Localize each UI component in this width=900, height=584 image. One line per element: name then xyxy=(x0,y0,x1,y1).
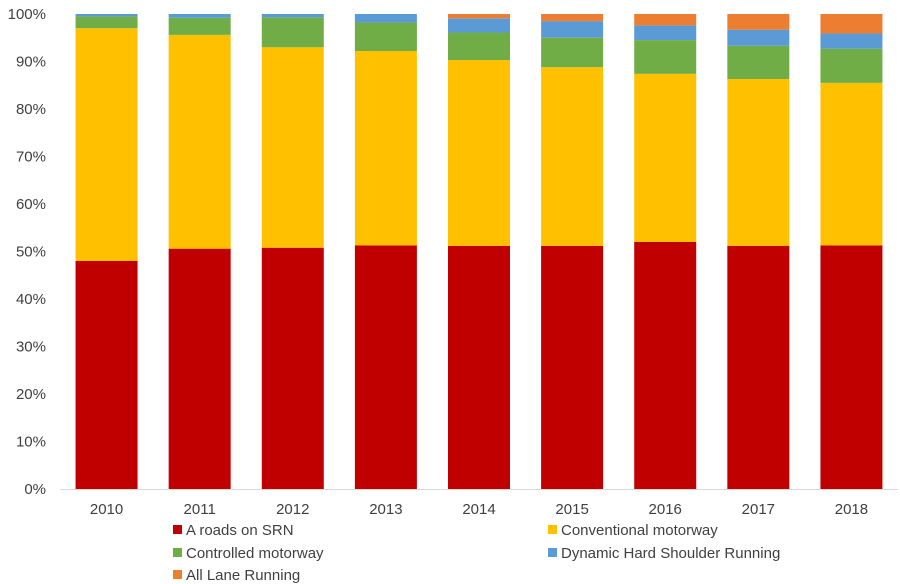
bar-segment-2015-s2 xyxy=(541,37,604,68)
bar-segment-2015-s0 xyxy=(541,245,604,489)
y-tick-label: 30% xyxy=(16,339,46,356)
bar-segment-2018-s0 xyxy=(820,245,883,489)
bar-segment-2010-s1 xyxy=(75,28,138,261)
bar-segment-2014-s2 xyxy=(448,32,510,61)
bar-segment-2016-s3 xyxy=(634,25,697,41)
x-tick-label-2014: 2014 xyxy=(462,501,495,518)
x-tick-label-2013: 2013 xyxy=(369,501,402,518)
bar-segment-2017-s1 xyxy=(727,79,790,246)
bar-segment-2010-s2 xyxy=(75,16,138,29)
legend-swatch-controlled-motorway xyxy=(173,548,182,557)
bar-segment-2014-s0 xyxy=(448,245,510,489)
bar-segment-2018-s3 xyxy=(820,33,883,49)
bar-segment-2011-s1 xyxy=(168,34,231,249)
legend-label-conventional-motorway: Conventional motorway xyxy=(561,522,718,539)
x-axis: 2010 2011 2012 2013 2014 2015 2016 2017 2018 xyxy=(90,501,868,518)
legend-label-controlled-motorway: Controlled motorway xyxy=(186,545,324,562)
bar-segment-2015-s4 xyxy=(541,14,604,22)
bars-group xyxy=(75,14,883,489)
legend-label-a-roads: A roads on SRN xyxy=(186,522,294,539)
legend: A roads on SRN Conventional motorway Con… xyxy=(173,522,780,584)
x-tick-label-2012: 2012 xyxy=(276,501,309,518)
bar-segment-2010-s0 xyxy=(75,261,138,489)
legend-swatch-dynamic-hard-shoulder xyxy=(548,548,557,557)
bar-segment-2018-s4 xyxy=(820,14,883,34)
bar-segment-2014-s1 xyxy=(448,60,510,246)
y-tick-label: 100% xyxy=(8,6,46,23)
bar-segment-2016-s4 xyxy=(634,14,697,26)
bar-segment-2017-s4 xyxy=(727,14,790,30)
bar-segment-2013-s1 xyxy=(354,51,417,246)
bar-segment-2012-s1 xyxy=(261,47,324,248)
bar-segment-2016-s0 xyxy=(634,242,697,489)
y-tick-label: 0% xyxy=(24,481,46,498)
x-tick-label-2010: 2010 xyxy=(90,501,123,518)
legend-swatch-a-roads xyxy=(173,525,182,534)
x-tick-label-2016: 2016 xyxy=(649,501,682,518)
y-tick-label: 80% xyxy=(16,101,46,118)
bar-segment-2013-s3 xyxy=(354,14,417,23)
y-tick-label: 60% xyxy=(16,196,46,213)
bar-segment-2011-s2 xyxy=(168,17,231,35)
bar-segment-2011-s0 xyxy=(168,248,231,489)
bar-segment-2018-s1 xyxy=(820,82,883,246)
bar-segment-2013-s0 xyxy=(354,245,417,489)
bar-segment-2010-s3 xyxy=(75,14,138,17)
x-tick-label-2015: 2015 xyxy=(555,501,588,518)
bar-segment-2012-s0 xyxy=(261,247,324,489)
bar-segment-2015-s3 xyxy=(541,21,604,38)
bar-segment-2017-s3 xyxy=(727,29,790,46)
y-tick-label: 70% xyxy=(16,149,46,166)
y-tick-label: 90% xyxy=(16,54,46,71)
bar-segment-2018-s2 xyxy=(820,48,883,83)
y-tick-label: 20% xyxy=(16,386,46,403)
legend-swatch-all-lane-running xyxy=(173,570,182,579)
bar-segment-2013-s2 xyxy=(354,22,417,52)
x-tick-label-2011: 2011 xyxy=(184,501,216,518)
bar-segment-2014-s3 xyxy=(448,18,510,33)
bar-segment-2016-s1 xyxy=(634,73,697,242)
bar-segment-2011-s3 xyxy=(168,14,231,18)
y-tick-label: 40% xyxy=(16,291,46,308)
bar-segment-2016-s2 xyxy=(634,40,697,74)
y-tick-label: 50% xyxy=(16,244,46,261)
legend-label-dynamic-hard-shoulder: Dynamic Hard Shoulder Running xyxy=(561,545,780,562)
y-tick-label: 10% xyxy=(16,434,46,451)
y-axis: 0% 10% 20% 30% 40% 50% 60% 70% 80% 90% 100% xyxy=(8,6,46,498)
bar-segment-2017-s0 xyxy=(727,245,790,489)
bar-segment-2012-s2 xyxy=(261,17,324,48)
legend-swatch-conventional-motorway xyxy=(548,525,557,534)
bar-segment-2012-s3 xyxy=(261,14,324,18)
bar-segment-2017-s2 xyxy=(727,45,790,80)
legend-label-all-lane-running: All Lane Running xyxy=(186,567,300,584)
bar-segment-2014-s4 xyxy=(448,14,510,19)
bar-segment-2015-s1 xyxy=(541,67,604,246)
x-tick-label-2017: 2017 xyxy=(742,501,775,518)
x-tick-label-2018: 2018 xyxy=(835,501,868,518)
